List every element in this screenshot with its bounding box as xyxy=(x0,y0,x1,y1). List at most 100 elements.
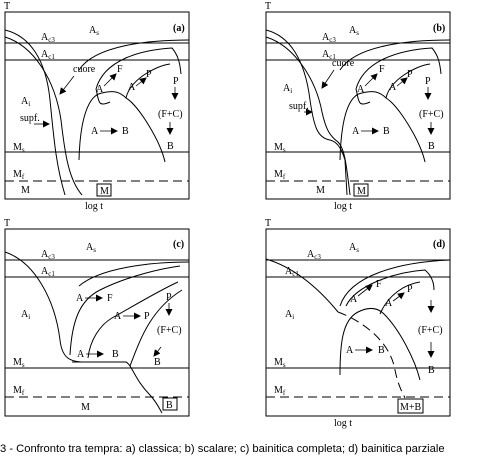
p2-label: P xyxy=(173,76,179,87)
panel-frame xyxy=(4,228,190,417)
p2-label: P xyxy=(166,292,172,303)
a-to-p-label: A xyxy=(128,82,136,93)
fc-label: (F+C) xyxy=(158,109,183,120)
fc-label: (F+C) xyxy=(419,109,444,120)
ferrite-start-curve xyxy=(69,265,181,356)
ac1-label: Ac1 xyxy=(41,266,55,278)
surface-cooling-curve xyxy=(4,29,66,196)
pearlite-finish-curve xyxy=(129,289,183,367)
ms-label: Ms xyxy=(274,357,286,369)
result-box xyxy=(397,398,424,414)
pearlite-start-curve xyxy=(355,88,371,105)
panel-frame xyxy=(265,228,451,417)
cuore-label: cuore xyxy=(73,64,96,75)
a-to-b-label: A xyxy=(91,126,99,137)
pearlite-finish-curve xyxy=(125,63,171,99)
result-box-label: M+B xyxy=(400,402,422,413)
cct-comparison-figure: T (a) As Ac3 Ac1 Ai Ms Mf M log t cuore … xyxy=(4,1,451,429)
outer-c-curve xyxy=(78,39,190,71)
as-label: As xyxy=(89,25,99,37)
axis-logt-label: log t xyxy=(334,201,352,212)
b2-label: B xyxy=(428,141,435,152)
as-label: As xyxy=(349,25,359,37)
surface-cooling-curve xyxy=(265,29,348,196)
p-label: P xyxy=(146,69,152,80)
p2-label: P xyxy=(425,76,431,87)
f-label: F xyxy=(376,279,382,290)
result-box xyxy=(96,183,112,197)
outer-c-curve xyxy=(339,259,451,307)
b-label: B xyxy=(378,345,385,356)
cuore-label: cuore xyxy=(332,58,355,69)
supf-label: supf. xyxy=(20,113,40,124)
axis-t-label: T xyxy=(4,1,10,12)
axis-t-label: T xyxy=(4,218,10,229)
as-label: As xyxy=(349,242,359,254)
as-label: As xyxy=(86,242,96,254)
pearlite-start-curve xyxy=(95,88,111,105)
a-to-f-label: A xyxy=(96,84,104,95)
a-to-b-label: A xyxy=(346,345,354,356)
b2-label: B xyxy=(428,365,435,376)
fc-label: (F+C) xyxy=(157,325,182,336)
b-label: B xyxy=(122,126,129,137)
ai-label: Ai xyxy=(283,83,292,95)
ac3-label: Ac3 xyxy=(41,32,55,44)
f-label: F xyxy=(107,293,113,304)
panel-a: T (a) As Ac3 Ac1 Ai Ms Mf M log t cuore … xyxy=(4,1,190,212)
a-to-p-label: A xyxy=(385,298,393,309)
p-label: P xyxy=(407,284,413,295)
pearlite-start-curve xyxy=(87,281,179,359)
a-to-b-label: A xyxy=(77,349,85,360)
panel-tag: (a) xyxy=(173,23,185,34)
outer-c-curve xyxy=(78,261,190,287)
mf-label: Mf xyxy=(274,169,286,181)
mf-label: Mf xyxy=(13,169,25,181)
fc-label: (F+C) xyxy=(418,325,443,336)
ac3-label: Ac3 xyxy=(307,249,321,261)
panel-c: T (c) As Ac3 Ac1 Ai Ms Mf M A F A P P (F… xyxy=(4,218,190,417)
ac3-label: Ac3 xyxy=(322,32,336,44)
m-label: M xyxy=(21,185,30,196)
b2-label: B xyxy=(167,141,174,152)
supf-label: supf. xyxy=(289,101,309,112)
result-box xyxy=(162,397,178,411)
ac3-label: Ac3 xyxy=(41,249,55,261)
a-to-f-arrow xyxy=(364,73,378,87)
panel-tag: (b) xyxy=(433,23,445,34)
panel-frame xyxy=(4,11,190,200)
ferrite-start-curve xyxy=(355,47,442,90)
mf-label: Mf xyxy=(13,385,25,397)
bainite-nose xyxy=(78,91,166,163)
b-label: B xyxy=(383,126,390,137)
axis-t-label: T xyxy=(265,1,271,12)
ferrite-start-curve xyxy=(95,47,182,90)
ferrite-start-curve xyxy=(345,269,435,307)
result-box xyxy=(353,183,369,197)
axis-logt-label: log t xyxy=(85,201,103,212)
ms-label: Ms xyxy=(13,357,25,369)
axis-logt-label: log t xyxy=(334,418,352,429)
panel-b: T (b) As Ac3 Ac1 Ai Ms Mf M log t cuore … xyxy=(265,1,451,212)
a-to-p-arrow xyxy=(135,77,147,87)
p-label: P xyxy=(144,311,150,322)
figure-caption: 3 - Confronto tra tempra: a) classica; b… xyxy=(0,443,445,455)
cooling-curve xyxy=(265,258,339,313)
outer-c-curve xyxy=(339,39,451,71)
ms-label: Ms xyxy=(274,142,286,154)
bainite-nose xyxy=(339,307,421,381)
ai-label: Ai xyxy=(21,96,30,108)
p-label: P xyxy=(407,69,413,80)
cuore-arrow xyxy=(59,75,75,95)
pearlite-finish-curve xyxy=(385,63,431,99)
cuore-arrow xyxy=(321,69,335,89)
panel-d: T (d) As Ac3 Ac1 Ai Ms Mf log t A F A P … xyxy=(265,218,451,429)
ac1-label: Ac1 xyxy=(41,49,55,61)
cooling-curve xyxy=(4,251,163,414)
ac1-label: Ac1 xyxy=(322,49,336,61)
pearlite-start-curve xyxy=(379,281,421,315)
a-to-f-arrow xyxy=(103,73,117,87)
core-cooling-curve xyxy=(265,36,351,196)
result-box-label: M xyxy=(357,186,366,197)
a-to-f-label: A xyxy=(357,84,365,95)
